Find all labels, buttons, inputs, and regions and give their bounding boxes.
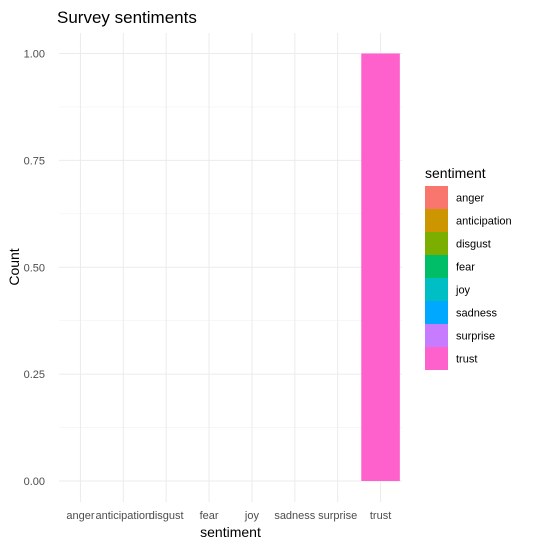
grid-lines bbox=[59, 33, 402, 502]
y-tick-labels: 0.00 0.25 0.50 0.75 1.00 bbox=[24, 49, 45, 489]
legend-key-disgust bbox=[425, 232, 448, 255]
legend-key-anticipation bbox=[425, 209, 448, 232]
legend-label: joy bbox=[455, 285, 471, 297]
legend-key-sadness bbox=[425, 301, 448, 324]
legend-key-surprise bbox=[425, 324, 448, 347]
legend-key-fear bbox=[425, 255, 448, 278]
chart-title: Survey sentiments bbox=[57, 8, 197, 27]
y-axis-title: Count bbox=[6, 248, 22, 285]
x-tick-label: disgust bbox=[149, 510, 184, 522]
legend-label: anticipation bbox=[456, 216, 512, 228]
x-axis-title: sentiment bbox=[200, 524, 261, 540]
y-tick-label: 0.50 bbox=[24, 262, 45, 274]
legend-label: disgust bbox=[456, 239, 491, 251]
legend-label: sadness bbox=[456, 308, 497, 320]
y-tick-label: 0.75 bbox=[24, 155, 45, 167]
legend-label: fear bbox=[456, 262, 475, 274]
y-tick-label: 1.00 bbox=[24, 49, 45, 61]
x-tick-label: joy bbox=[244, 510, 260, 522]
x-tick-label: fear bbox=[200, 510, 219, 522]
x-tick-label: anticipation bbox=[95, 510, 151, 522]
x-tick-label: trust bbox=[370, 510, 391, 522]
bar-trust bbox=[361, 53, 400, 481]
bars bbox=[361, 53, 400, 481]
legend-key-anger bbox=[425, 186, 448, 209]
legend-label: surprise bbox=[456, 331, 495, 343]
legend: sentiment anger anticipation disgust fear jo… bbox=[425, 165, 512, 370]
legend-title: sentiment bbox=[425, 165, 486, 181]
x-tick-label: anger bbox=[66, 510, 94, 522]
legend-items: anger anticipation disgust fear joy sadness su… bbox=[425, 186, 512, 370]
legend-label: trust bbox=[456, 354, 477, 366]
x-tick-label: surprise bbox=[318, 510, 357, 522]
legend-label: anger bbox=[456, 193, 484, 205]
legend-key-trust bbox=[425, 347, 448, 370]
x-tick-label: sadness bbox=[274, 510, 315, 522]
y-tick-label: 0.00 bbox=[24, 476, 45, 488]
legend-key-joy bbox=[425, 278, 448, 301]
y-tick-label: 0.25 bbox=[24, 369, 45, 381]
